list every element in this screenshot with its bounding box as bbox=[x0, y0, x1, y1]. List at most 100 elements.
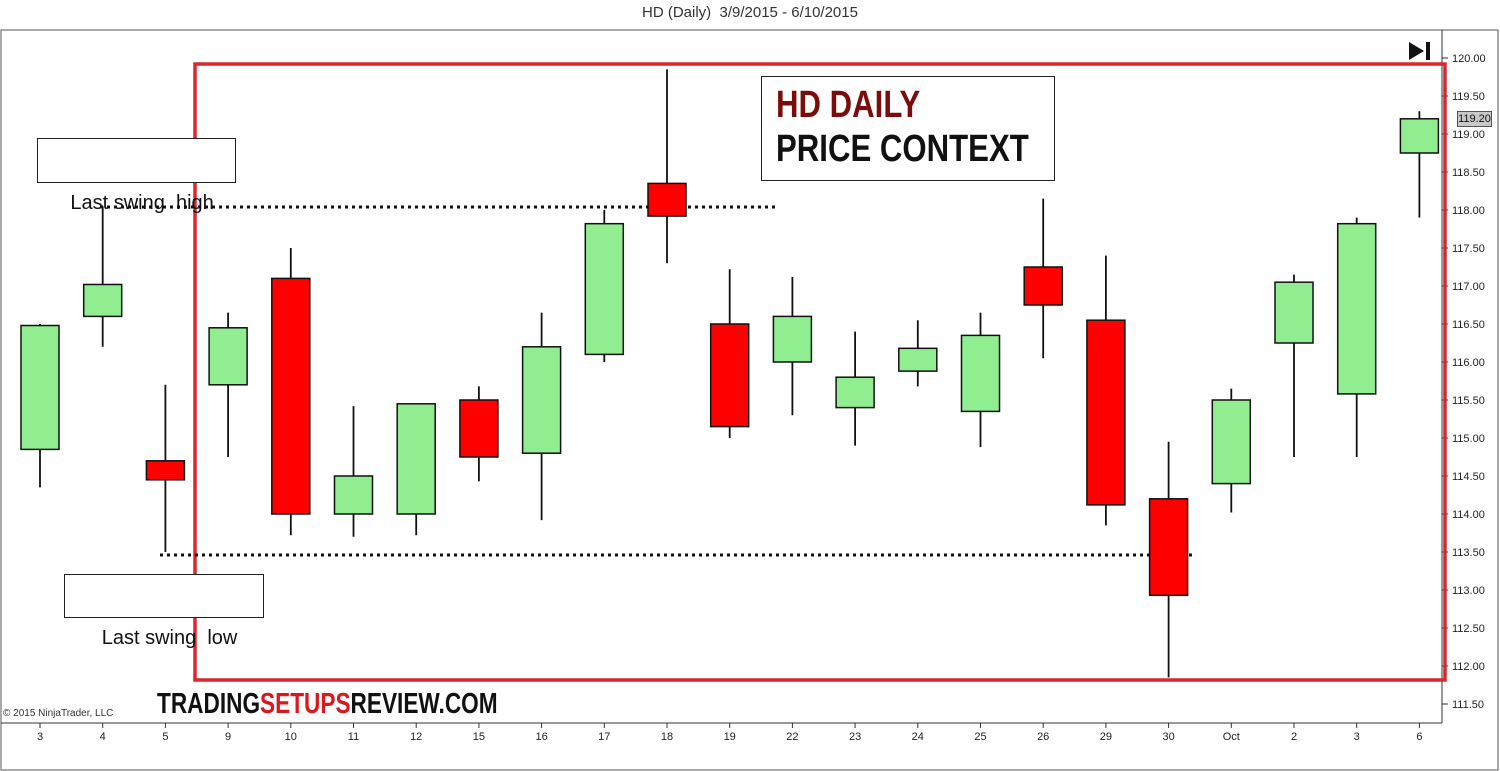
x-tick-label: 16 bbox=[535, 731, 547, 743]
y-tick-label: 116.00 bbox=[1452, 357, 1485, 369]
candle-body bbox=[459, 399, 499, 458]
chart-frame bbox=[0, 29, 1499, 771]
candle-down bbox=[459, 386, 499, 482]
x-tick-label: 3 bbox=[1354, 731, 1360, 743]
candle-body bbox=[647, 182, 687, 217]
watermark-part3: REVIEW.COM bbox=[350, 688, 498, 720]
candle-up bbox=[960, 312, 1001, 448]
candle-down bbox=[709, 269, 750, 438]
candle-body bbox=[20, 324, 60, 451]
x-tick-label: 11 bbox=[348, 731, 359, 743]
y-tick-label: 119.00 bbox=[1452, 129, 1485, 141]
y-tick-label: 113.50 bbox=[1452, 547, 1485, 559]
swing-low-callout: Last swing low bbox=[64, 574, 264, 649]
candle-up bbox=[333, 406, 374, 537]
candle-up bbox=[1399, 111, 1440, 218]
x-tick-label: 9 bbox=[225, 731, 231, 743]
chart-annotation-title: HD DAILY PRICE CONTEXT bbox=[761, 76, 1055, 181]
candle-body bbox=[1148, 498, 1189, 597]
copyright-text: © 2015 NinjaTrader, LLC bbox=[3, 708, 114, 719]
candle-body bbox=[82, 283, 123, 318]
y-tick-label: 111.50 bbox=[1452, 699, 1484, 711]
candle-down bbox=[647, 69, 687, 264]
candle-up bbox=[20, 324, 60, 488]
candle-up bbox=[1274, 274, 1314, 457]
candle-body bbox=[208, 327, 248, 386]
candle-body bbox=[1023, 266, 1063, 306]
swing-high-label: Last swing high bbox=[70, 192, 214, 214]
watermark-part2: SETUPS bbox=[260, 688, 351, 720]
candle-body bbox=[772, 315, 813, 363]
y-tick-label: 113.00 bbox=[1452, 585, 1485, 597]
x-tick-label: 23 bbox=[849, 731, 861, 743]
candle-down bbox=[1148, 441, 1189, 678]
x-tick-label: 4 bbox=[100, 731, 106, 743]
candle-down bbox=[1086, 255, 1126, 526]
swing-high-callout: Last swing high bbox=[37, 138, 236, 214]
y-tick-label: 118.50 bbox=[1452, 167, 1485, 179]
candle-body bbox=[1274, 281, 1314, 344]
y-tick-label: 118.00 bbox=[1452, 205, 1485, 217]
watermark-logo: TRADINGSETUPSREVIEW.COM bbox=[157, 688, 498, 721]
candle-up bbox=[396, 403, 436, 536]
y-tick-label: 112.00 bbox=[1452, 661, 1485, 673]
x-tick-label: 3 bbox=[37, 731, 43, 743]
x-tick-label: Oct bbox=[1223, 731, 1240, 743]
x-tick-label: 19 bbox=[724, 731, 736, 743]
y-tick-label: 117.00 bbox=[1452, 281, 1485, 293]
x-tick-label: 22 bbox=[786, 731, 798, 743]
candle-up bbox=[82, 206, 123, 347]
candle-body bbox=[1336, 222, 1377, 395]
last-price-marker: 119.20 bbox=[1457, 110, 1492, 127]
candle-up bbox=[1336, 217, 1377, 457]
candles bbox=[20, 69, 1440, 678]
y-tick-label: 115.00 bbox=[1452, 433, 1485, 445]
candle-up bbox=[1211, 388, 1252, 513]
candle-body bbox=[835, 376, 875, 409]
chart-title: HD (Daily) 3/9/2015 - 6/10/2015 bbox=[642, 4, 858, 21]
y-tick-label: 114.50 bbox=[1452, 471, 1485, 483]
skip-to-end-icon[interactable] bbox=[1407, 40, 1433, 62]
x-tick-label: 26 bbox=[1037, 731, 1049, 743]
x-tick-label: 30 bbox=[1162, 731, 1174, 743]
x-tick-label: 12 bbox=[410, 731, 422, 743]
candle-body bbox=[1211, 399, 1252, 485]
annotation-title-line2: PRICE CONTEXT bbox=[776, 128, 1029, 170]
candle-up bbox=[208, 312, 248, 457]
y-tick-label: 116.50 bbox=[1452, 319, 1485, 331]
x-tick-label: 2 bbox=[1291, 731, 1297, 743]
y-tick-label: 120.00 bbox=[1452, 53, 1486, 65]
candle-down bbox=[271, 248, 311, 536]
x-tick-label: 5 bbox=[162, 731, 168, 743]
x-axis: 3 4 5 9 10 11 12 15 16 17 18 19 22 23 24 25 26 29 30 Oct 2 3 6 bbox=[37, 723, 1422, 743]
candle-body bbox=[709, 323, 750, 428]
x-tick-label: 6 bbox=[1416, 731, 1422, 743]
candle-up bbox=[835, 331, 875, 446]
candle-body bbox=[396, 403, 436, 515]
candle-up bbox=[898, 320, 938, 387]
x-tick-label: 18 bbox=[661, 731, 673, 743]
candle-body bbox=[898, 347, 938, 372]
candle-down bbox=[1023, 198, 1063, 359]
swing-low-label: Last swing low bbox=[101, 627, 238, 649]
x-tick-label: 29 bbox=[1100, 731, 1112, 743]
y-tick-label: 119.50 bbox=[1452, 91, 1485, 103]
watermark-part1: TRADING bbox=[157, 688, 261, 720]
candle-body bbox=[145, 460, 186, 481]
context-highlight-box bbox=[193, 62, 1447, 682]
y-tick-label: 117.50 bbox=[1452, 243, 1485, 255]
candle-body bbox=[1086, 319, 1126, 506]
candle-body bbox=[521, 346, 562, 454]
y-axis: 111.50 112.00 112.50 113.00 113.50 114.00 114.… bbox=[1442, 53, 1486, 711]
x-tick-label: 17 bbox=[598, 731, 610, 743]
candle-body bbox=[333, 475, 374, 515]
candle-body bbox=[584, 222, 625, 356]
y-tick-label: 114.00 bbox=[1452, 509, 1485, 521]
candle-body bbox=[1399, 118, 1440, 154]
candle-down bbox=[145, 384, 186, 552]
candle-up bbox=[521, 312, 562, 521]
x-tick-label: 10 bbox=[285, 731, 297, 743]
x-tick-label: 25 bbox=[974, 731, 986, 743]
x-tick-label: 15 bbox=[473, 731, 485, 743]
